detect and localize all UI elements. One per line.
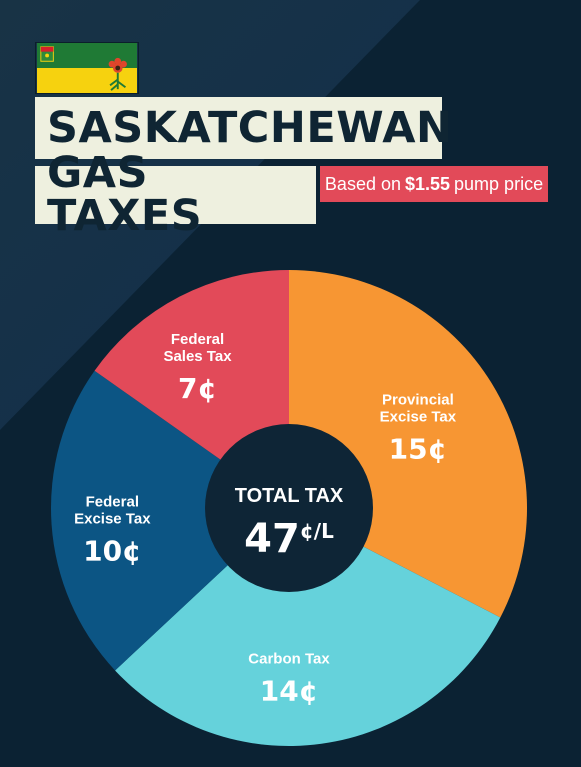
slice-value: 7¢ [178, 372, 217, 405]
label-carbon-tax: Carbon Tax 14¢ [248, 651, 330, 708]
slice-value: 14¢ [260, 675, 318, 708]
slice-name: Federal [171, 331, 224, 348]
donut-center [205, 424, 373, 592]
slice-name: Provincial [382, 391, 454, 408]
subtitle-prefix: Based on [324, 173, 401, 194]
slice-name: Federal [86, 494, 139, 511]
slice-name: Carbon Tax [248, 651, 330, 668]
slice-federal-excise-tax [51, 370, 289, 671]
center-label: TOTAL TAX [235, 485, 344, 507]
title-line-1: SASKATCHEWAN [35, 97, 452, 159]
slice-name: Excise Tax [74, 511, 151, 528]
slice-name: Excise Tax [380, 408, 457, 425]
subtitle-price: $1.55 [404, 173, 451, 194]
slice-carbon-tax [115, 508, 501, 746]
center-value: 47¢/L [244, 516, 334, 562]
saskatchewan-flag-icon [35, 42, 139, 94]
subtitle-badge: Based on $1.55 pump price [320, 166, 548, 202]
slice-name: Sales Tax [163, 348, 232, 365]
subtitle-suffix: pump price [454, 173, 544, 194]
slice-value: 10¢ [83, 535, 141, 568]
slice-value: 15¢ [389, 432, 447, 465]
